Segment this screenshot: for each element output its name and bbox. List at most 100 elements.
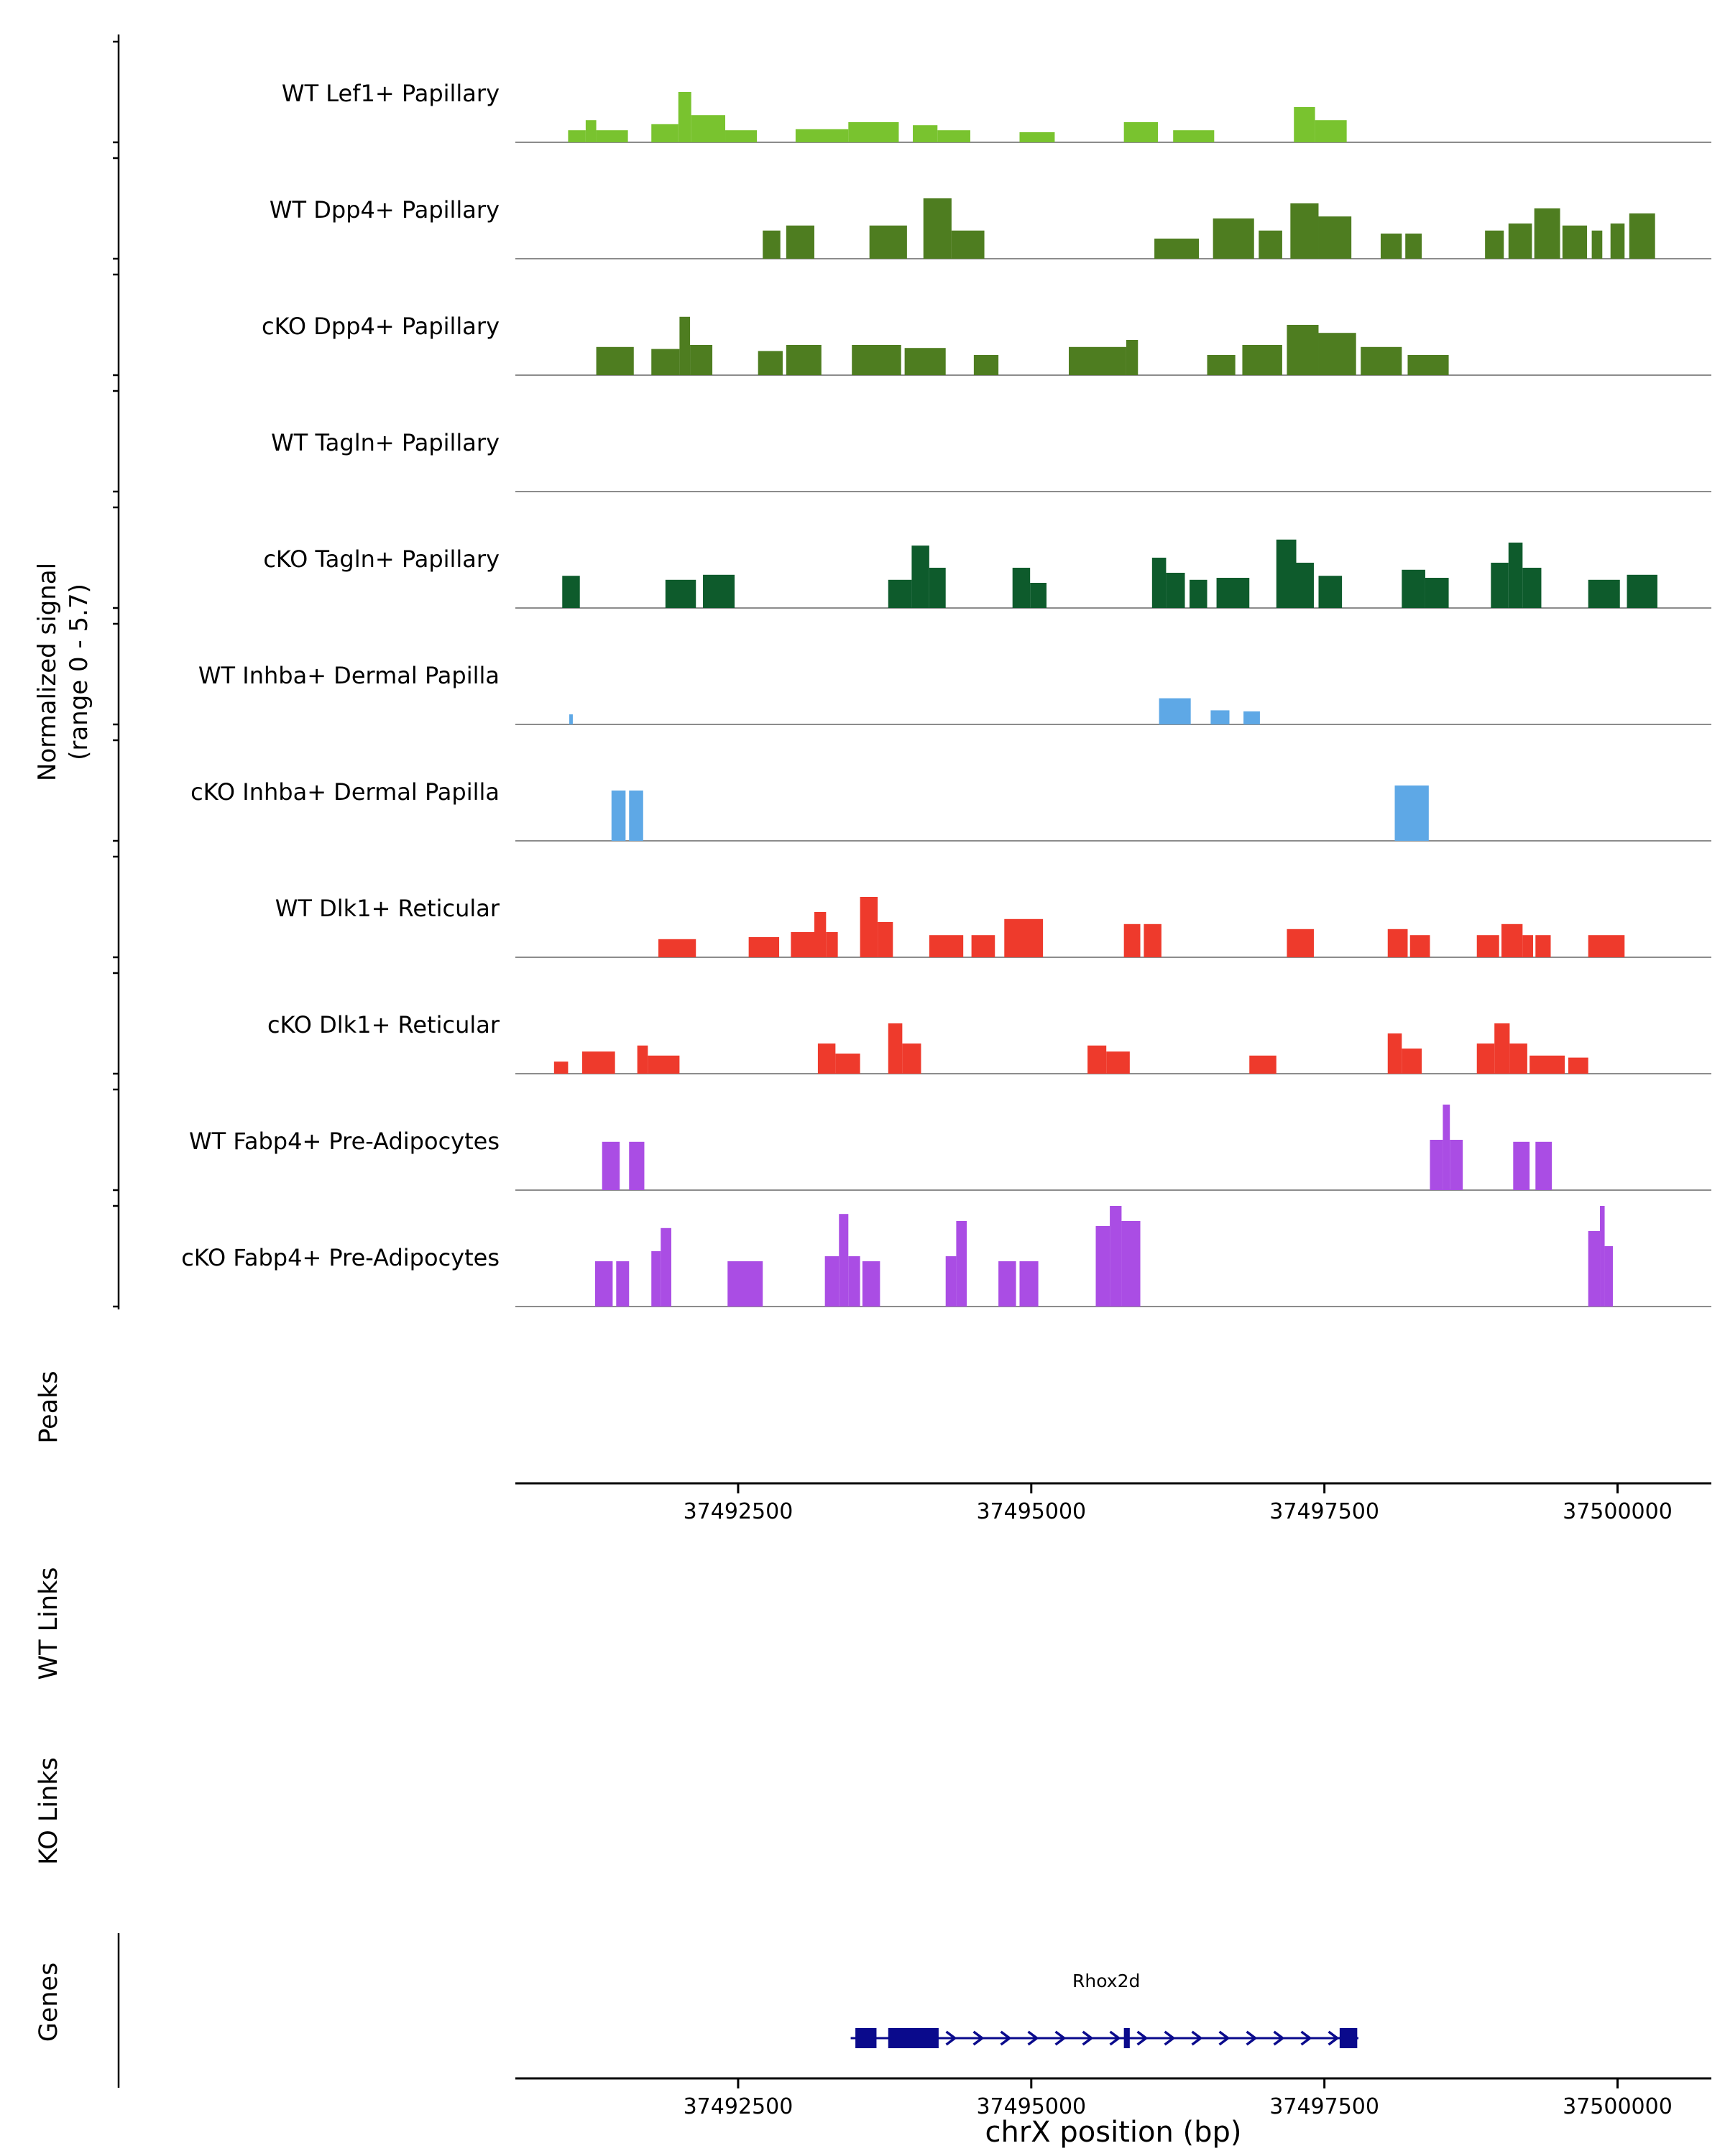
signal-segment xyxy=(852,345,901,375)
signal-segment xyxy=(1513,1141,1530,1190)
signal-segment xyxy=(902,1044,921,1074)
gene-exon xyxy=(888,2028,939,2048)
signal-segment xyxy=(1315,120,1347,142)
signal-segment xyxy=(562,576,580,608)
signal-segment xyxy=(1509,1044,1527,1074)
axis-tick-label: 37495000 xyxy=(976,2094,1087,2119)
gene-strand-arrow xyxy=(1082,2030,1094,2046)
signal-segment xyxy=(923,198,952,259)
signal-segment xyxy=(835,1054,860,1074)
axis-tick-label: 37500000 xyxy=(1563,1499,1673,1524)
signal-segment xyxy=(1318,216,1352,259)
signal-segment xyxy=(1294,107,1315,142)
signal-segment xyxy=(1159,698,1191,724)
signal-segment xyxy=(727,1261,763,1307)
signal-segment xyxy=(1095,1226,1110,1307)
signal-segment xyxy=(1361,346,1402,375)
signal-segment xyxy=(651,124,678,142)
axis-tick-label: 37500000 xyxy=(1563,2094,1673,2119)
signal-segment xyxy=(1069,346,1126,375)
signal-segment xyxy=(1166,573,1185,608)
signal-segment xyxy=(1610,224,1625,259)
signal-segment xyxy=(1213,218,1254,259)
signal-segment xyxy=(1318,333,1356,375)
signal-segment xyxy=(1242,345,1282,375)
signal-segment xyxy=(824,1256,840,1307)
signal-segment xyxy=(1318,576,1343,608)
signal-segment xyxy=(1425,578,1449,608)
signal-segment xyxy=(1600,1206,1605,1307)
signal-segment xyxy=(826,932,838,957)
track-label: cKO Dpp4+ Papillary xyxy=(262,313,500,340)
signal-segment xyxy=(703,574,735,608)
signal-segment xyxy=(904,348,946,375)
signal-segment xyxy=(1004,918,1044,957)
signal-segment xyxy=(651,349,680,375)
signal-segment xyxy=(1087,1045,1107,1074)
signal-segment xyxy=(758,351,783,375)
signal-segment xyxy=(1485,230,1504,259)
signal-segment xyxy=(848,122,899,142)
axis-tick-label: 37495000 xyxy=(976,1499,1087,1524)
signal-segment xyxy=(1443,1105,1450,1190)
signal-segment xyxy=(786,225,814,259)
signal-segment xyxy=(1430,1140,1443,1190)
track-label: WT Tagln+ Papillary xyxy=(271,429,500,456)
signal-segment xyxy=(791,932,814,957)
axis-tick-label: 37492500 xyxy=(683,1499,794,1524)
signal-segment xyxy=(1387,1033,1402,1074)
gene-strand-arrow xyxy=(1246,2030,1258,2046)
signal-segment xyxy=(929,935,964,957)
signal-segment xyxy=(1296,563,1314,608)
track-label: cKO Inhba+ Dermal Papilla xyxy=(190,778,500,806)
signal-segment xyxy=(1562,225,1588,259)
gene-name-label: Rhox2d xyxy=(1072,1971,1141,1991)
signal-segment xyxy=(602,1141,620,1190)
track-label: cKO Fabp4+ Pre-Adipocytes xyxy=(181,1244,500,1271)
signal-segment xyxy=(1522,935,1534,957)
signal-segment xyxy=(1568,1057,1588,1074)
signal-segment xyxy=(929,568,946,608)
signal-segment xyxy=(1491,563,1509,608)
signal-segment xyxy=(860,897,878,957)
signal-segment xyxy=(678,92,691,142)
signal-segment xyxy=(973,355,999,375)
signal-segment xyxy=(1106,1051,1130,1074)
track-label: cKO Dlk1+ Reticular xyxy=(267,1011,500,1038)
signal-segment xyxy=(839,1214,849,1307)
signal-segment xyxy=(1123,923,1141,957)
signal-segment xyxy=(1144,923,1162,957)
signal-segment xyxy=(1151,558,1167,608)
signal-segment xyxy=(1123,122,1158,142)
axis-tick-label: 37492500 xyxy=(683,2094,794,2119)
gene-strand-arrow xyxy=(1000,2030,1012,2046)
gene-strand-arrow xyxy=(1136,2030,1149,2046)
signal-segment xyxy=(1287,325,1319,375)
signal-segment xyxy=(690,345,713,375)
signal-segment xyxy=(1243,711,1260,724)
signal-segment xyxy=(1190,579,1208,608)
gene-strand-arrow xyxy=(1109,2030,1121,2046)
signal-segment xyxy=(585,120,597,142)
signal-segment xyxy=(1588,1231,1601,1307)
gene-strand-arrow xyxy=(972,2030,985,2046)
signal-segment xyxy=(862,1261,880,1307)
signal-segment xyxy=(568,130,586,142)
signal-segment xyxy=(1627,574,1657,608)
signal-segment xyxy=(1476,1044,1495,1074)
signal-segment xyxy=(1154,239,1200,259)
track-label: WT Inhba+ Dermal Papilla xyxy=(198,662,500,689)
signal-segment xyxy=(725,130,758,142)
signal-segment xyxy=(1210,710,1230,724)
signal-segment xyxy=(1604,1246,1613,1307)
signal-segment xyxy=(971,935,995,957)
signal-segment xyxy=(1409,935,1430,957)
signal-segment xyxy=(911,545,929,608)
signal-segment xyxy=(1629,213,1655,259)
signal-segment xyxy=(1173,130,1215,142)
section-label-genes: Genes xyxy=(34,1962,63,2042)
signal-segment xyxy=(1402,1049,1422,1074)
track-label: WT Lef1+ Papillary xyxy=(281,80,500,107)
